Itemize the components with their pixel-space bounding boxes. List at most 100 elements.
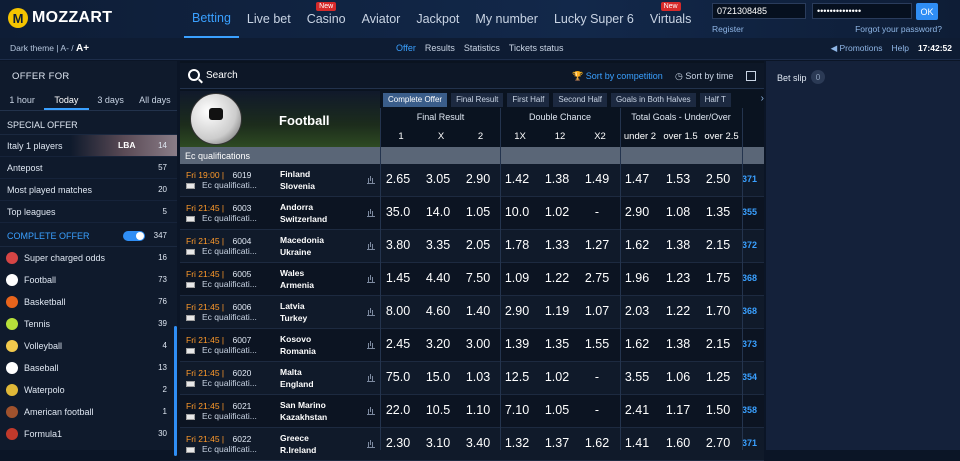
special-item-italy-1-players[interactable]: Italy 1 players LBA 14 [0,135,177,157]
odd-2[interactable]: 1.10 [465,403,491,417]
stats-icon[interactable] [367,374,375,382]
odd-over-2-5[interactable]: 2.50 [705,172,731,186]
odd-x[interactable]: 3.10 [425,436,451,450]
more-markets-link[interactable]: 368 [742,273,758,283]
dark-theme-toggle[interactable]: Dark theme [10,43,54,53]
search-icon[interactable] [188,69,200,81]
odd-1[interactable]: 75.0 [385,370,411,384]
odd-under-2[interactable]: 2.03 [624,304,650,318]
odd-12[interactable]: 1.33 [544,238,570,252]
odd-1x[interactable]: 2.90 [504,304,530,318]
odd-over-1-5[interactable]: 1.38 [665,337,691,351]
stats-icon[interactable] [367,308,375,316]
match-row[interactable]: Fri 21:45 | 6004 Ec qualificati... Macedon… [180,230,764,263]
odd-1x[interactable]: 12.5 [504,370,530,384]
more-markets-link[interactable]: 373 [742,339,758,349]
odd-2[interactable]: 2.90 [465,172,491,186]
nav-virtuals[interactable]: New Virtuals [642,0,699,38]
username-input[interactable]: 0721308485 [712,3,806,19]
more-markets-link[interactable]: 371 [742,438,758,448]
odd-12[interactable]: 1.35 [544,337,570,351]
market-tab-half-time[interactable]: Half T [699,93,731,107]
more-markets-link[interactable]: 354 [742,372,758,382]
sport-item[interactable]: Tennis 39 [0,313,177,335]
more-markets-link[interactable]: 355 [742,207,758,217]
odd-over-2-5[interactable]: 2.15 [705,238,731,252]
stats-icon[interactable] [367,242,375,250]
odd-over-1-5[interactable]: 1.22 [665,304,691,318]
competition-header[interactable]: Ec qualifications [180,147,764,164]
odd-2[interactable]: 3.00 [465,337,491,351]
subnav-statistics[interactable]: Statistics [463,43,500,53]
stats-icon[interactable] [367,407,375,415]
match-row[interactable]: Fri 21:45 | 6022 Ec qualificati... Greece R… [180,428,764,461]
match-row[interactable]: Fri 21:45 | 6021 Ec qualificati... San Mar… [180,395,764,428]
password-input[interactable]: •••••••••••••• [812,3,912,19]
match-row[interactable]: Fri 21:45 | 6006 Ec qualificati... Latvia T… [180,296,764,329]
odd-over-2-5[interactable]: 2.70 [705,436,731,450]
odd-12[interactable]: 1.19 [544,304,570,318]
odd-x2[interactable]: 1.55 [584,337,610,351]
sport-item[interactable]: Football 73 [0,269,177,291]
stats-icon[interactable] [367,440,375,448]
odd-over-1-5[interactable]: 1.53 [665,172,691,186]
complete-offer-row[interactable]: COMPLETE OFFER 347 [0,223,177,247]
sort-by-time[interactable]: ◷ Sort by time [675,71,733,82]
sport-item[interactable]: Waterpolo 2 [0,379,177,401]
odd-over-1-5[interactable]: 1.06 [665,370,691,384]
odd-1[interactable]: 8.00 [385,304,411,318]
odd-1x[interactable]: 1.32 [504,436,530,450]
odd-under-2[interactable]: 1.62 [624,238,650,252]
logo[interactable]: M MOZZART [8,8,112,28]
tab-all-days[interactable]: All days [139,95,171,105]
complete-offer-toggle[interactable] [123,231,145,241]
sport-item[interactable]: Formula1 30 [0,423,177,445]
more-markets-link[interactable]: 358 [742,405,758,415]
odd-x[interactable]: 15.0 [425,370,451,384]
match-row[interactable]: Fri 21:45 | 6003 Ec qualificati... Andorra… [180,197,764,230]
stats-icon[interactable] [367,176,375,184]
odd-1x[interactable]: 1.39 [504,337,530,351]
odd-over-2-5[interactable]: 2.15 [705,337,731,351]
special-item-top-leagues[interactable]: Top leagues 5 [0,201,177,223]
odd-under-2[interactable]: 2.90 [624,205,650,219]
odd-1x[interactable]: 7.10 [504,403,530,417]
promotions-link[interactable]: ◀ Promotions [831,43,883,54]
forgot-password-link[interactable]: Forgot your password? [855,24,942,34]
nav-jackpot[interactable]: Jackpot [408,0,467,38]
odd-over-1-5[interactable]: 1.08 [665,205,691,219]
odd-over-2-5[interactable]: 1.25 [705,370,731,384]
odd-1x[interactable]: 1.42 [504,172,530,186]
special-item-most-played[interactable]: Most played matches 20 [0,179,177,201]
help-link[interactable]: Help [891,43,909,53]
odd-2[interactable]: 1.05 [465,205,491,219]
odd-1[interactable]: 22.0 [385,403,411,417]
sidebar-scrollbar[interactable] [174,326,177,456]
odd-x[interactable]: 10.5 [425,403,451,417]
odd-x[interactable]: 4.40 [425,271,451,285]
odd-12[interactable]: 1.02 [544,370,570,384]
match-row[interactable]: Fri 21:45 | 6007 Ec qualificati... Kosovo R… [180,329,764,362]
odd-x[interactable]: 4.60 [425,304,451,318]
odd-x2[interactable]: 1.07 [584,304,610,318]
tab-today[interactable]: Today [44,89,89,110]
nav-lucky-super-6[interactable]: Lucky Super 6 [546,0,642,38]
odd-over-1-5[interactable]: 1.23 [665,271,691,285]
odd-2[interactable]: 2.05 [465,238,491,252]
odd-under-2[interactable]: 3.55 [624,370,650,384]
odd-under-2[interactable]: 2.41 [624,403,650,417]
nav-my-number[interactable]: My number [467,0,546,38]
nav-betting[interactable]: Betting [184,0,239,38]
subnav-offer[interactable]: Offer [396,43,416,53]
odd-12[interactable]: 1.38 [544,172,570,186]
register-link[interactable]: Register [712,24,744,34]
odd-x2[interactable]: 2.75 [584,271,610,285]
odd-over-1-5[interactable]: 1.60 [665,436,691,450]
odd-x2[interactable]: 1.27 [584,238,610,252]
odd-under-2[interactable]: 1.47 [624,172,650,186]
tab-1-hour[interactable]: 1 hour [9,95,35,105]
odd-under-2[interactable]: 1.62 [624,337,650,351]
nav-casino[interactable]: New Casino [299,0,354,38]
odd-12[interactable]: 1.05 [544,403,570,417]
market-tab-final-result[interactable]: Final Result [451,93,504,107]
